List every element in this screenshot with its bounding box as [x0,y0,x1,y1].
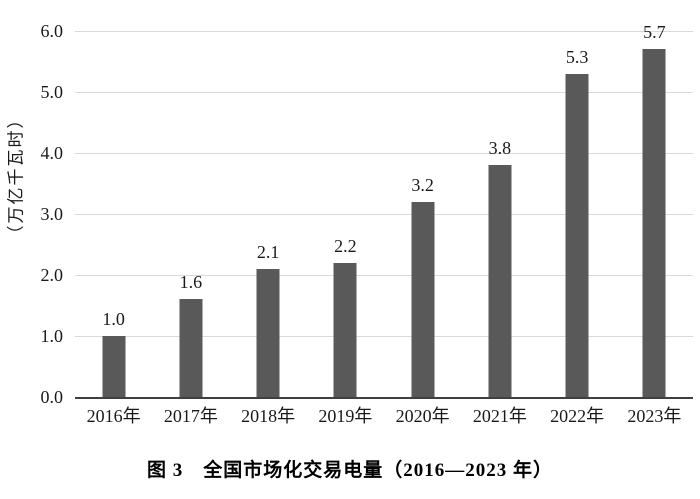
bar-2023年 [642,49,666,397]
y-tick-label-2.0: 2.0 [40,265,64,285]
x-tick-label-2020年: 2020年 [395,406,450,426]
y-tick-label-4.0: 4.0 [40,143,64,163]
y-tick-label-6.0: 6.0 [40,21,64,41]
bar-value-label-2016年: 1.0 [102,309,125,329]
gridline-6.0 [75,31,693,32]
y-tick-label-0.0: 0.0 [40,387,64,407]
bar-2020年 [411,201,435,397]
y-tick-label-5.0: 5.0 [40,82,64,102]
x-tick-label-2023年: 2023年 [627,406,682,426]
bar-2018年 [256,268,280,397]
x-tick-label-2022年: 2022年 [550,406,605,426]
gridline-4.0 [75,153,693,154]
plot-area: 0.0 1.0 2.0 3.0 4.0 5.0 6.0 1.0 2016年 1.6 2017年 2.1… [41,22,693,425]
y-tick-label-3.0: 3.0 [40,204,64,224]
figure-caption: 图 3 全国市场化交易电量（2016—2023 年） [146,460,553,481]
gridline-2.0 [75,275,693,276]
bar-2016年 [102,336,126,397]
bar-value-label-2019年: 2.2 [334,235,357,256]
x-tick-label-2018年: 2018年 [241,406,296,426]
bar-value-label-2023年: 5.7 [643,22,666,43]
x-tick-label-2016年: 2016年 [86,406,141,426]
gridline-5.0 [75,92,693,93]
bar-2022年 [565,73,589,397]
y-tick-label-1.0: 1.0 [40,326,64,346]
bar-value-label-2022年: 5.3 [565,46,589,67]
x-tick-label-2019年: 2019年 [318,406,373,426]
x-tick-label-2021年: 2021年 [472,406,527,426]
gridline-3.0 [75,214,693,215]
bar-value-label-2020年: 3.2 [411,174,434,195]
bar-value-label-2018年: 2.1 [256,241,280,262]
bar-value-label-2021年: 3.8 [488,138,512,159]
gridline-1.0 [75,336,693,337]
y-axis-title: （万亿千瓦时） [6,109,26,243]
bar-value-label-2017年: 1.6 [179,272,203,293]
bar-2021年 [488,165,512,397]
bar-2019年 [333,262,357,397]
x-tick-label-2017年: 2017年 [163,406,218,426]
bar-2017年 [179,299,203,397]
